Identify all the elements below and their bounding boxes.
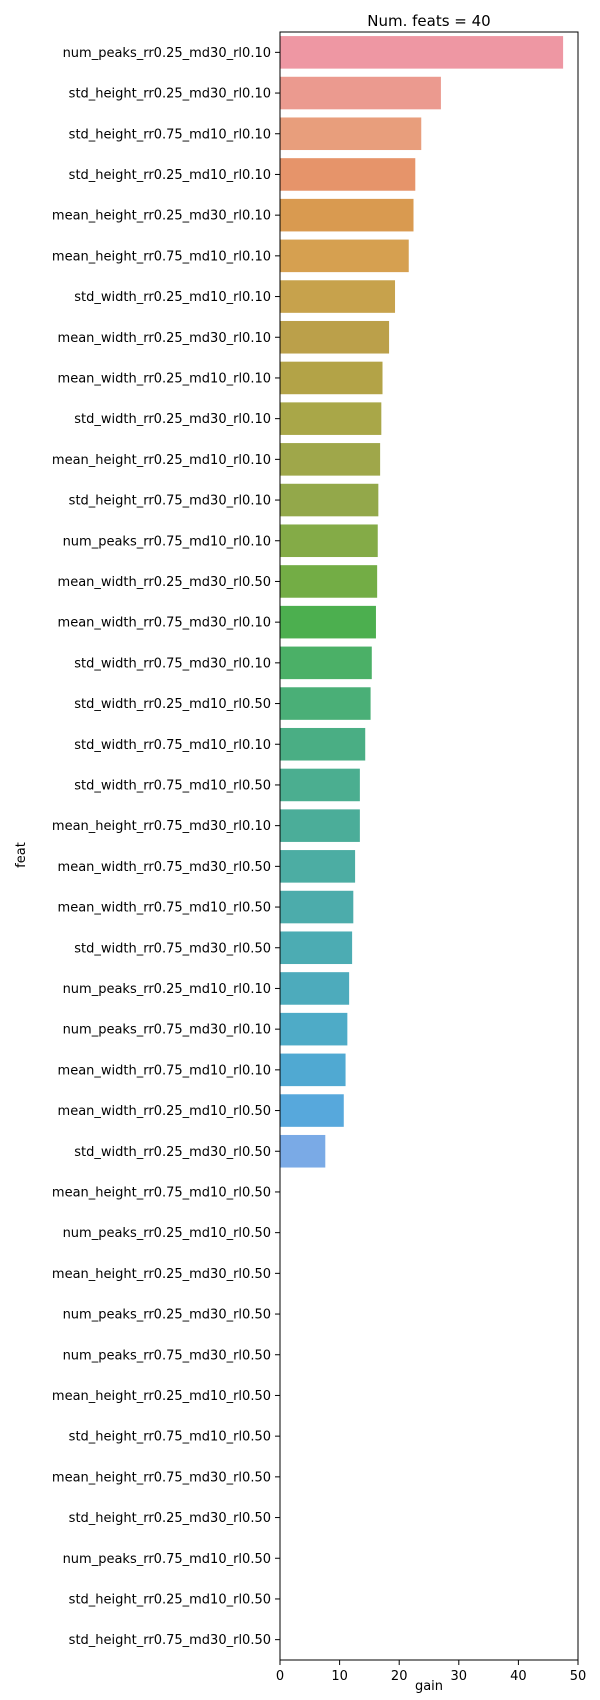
category-label: mean_height_rr0.75_md30_rl0.50 xyxy=(52,1470,271,1485)
category-label: num_peaks_rr0.75_md10_rl0.10 xyxy=(63,534,271,549)
bar xyxy=(280,117,422,151)
bar xyxy=(280,402,382,435)
category-label: num_peaks_rr0.75_md30_rl0.10 xyxy=(63,1023,271,1038)
category-label: std_width_rr0.75_md10_rl0.50 xyxy=(74,778,271,793)
category-label: num_peaks_rr0.75_md10_rl0.50 xyxy=(63,1552,271,1567)
category-label: mean_height_rr0.75_md30_rl0.10 xyxy=(52,819,271,834)
category-label: std_height_rr0.75_md10_rl0.50 xyxy=(69,1430,271,1445)
bar xyxy=(280,1134,326,1168)
bar xyxy=(280,646,372,680)
category-label: mean_height_rr0.75_md10_rl0.50 xyxy=(52,1185,271,1200)
x-tick-label: 50 xyxy=(570,1669,587,1684)
category-label: num_peaks_rr0.75_md30_rl0.50 xyxy=(63,1348,271,1363)
x-tick-label: 30 xyxy=(451,1669,468,1684)
bar xyxy=(280,687,371,720)
bar xyxy=(280,198,414,232)
category-label: std_height_rr0.75_md30_rl0.10 xyxy=(69,494,271,509)
category-label: mean_height_rr0.25_md10_rl0.10 xyxy=(52,453,271,468)
category-label: mean_width_rr0.25_md30_rl0.10 xyxy=(58,331,271,346)
bar xyxy=(280,1053,346,1087)
bar xyxy=(280,280,396,313)
category-label: mean_width_rr0.75_md30_rl0.10 xyxy=(58,616,271,631)
category-label: std_width_rr0.25_md10_rl0.10 xyxy=(74,290,271,305)
category-label: std_width_rr0.75_md30_rl0.10 xyxy=(74,656,271,671)
x-axis-title: gain xyxy=(415,1679,443,1694)
x-ticks-group: 0 10 20 30 40 50 xyxy=(276,1660,586,1684)
y-axis-title: feat xyxy=(14,842,29,868)
bar xyxy=(280,809,360,842)
bar xyxy=(280,1094,344,1127)
x-tick-label: 10 xyxy=(331,1669,348,1684)
bar xyxy=(280,972,350,1005)
bars-group xyxy=(280,36,564,1168)
bar xyxy=(280,1012,348,1046)
bar xyxy=(280,850,356,883)
bar xyxy=(280,768,360,802)
bar xyxy=(280,727,366,761)
category-label: mean_height_rr0.25_md10_rl0.50 xyxy=(52,1389,271,1404)
category-label: mean_height_rr0.75_md10_rl0.10 xyxy=(52,249,271,264)
bar xyxy=(280,605,376,639)
category-label: mean_width_rr0.75_md30_rl0.50 xyxy=(58,860,271,875)
category-label: std_height_rr0.25_md10_rl0.50 xyxy=(69,1592,271,1607)
category-label: num_peaks_rr0.25_md10_rl0.10 xyxy=(63,982,271,997)
category-label: num_peaks_rr0.25_md10_rl0.50 xyxy=(63,1226,271,1241)
chart-title: Num. feats = 40 xyxy=(367,12,490,30)
category-label: std_height_rr0.25_md10_rl0.10 xyxy=(69,168,271,183)
category-label: std_height_rr0.25_md30_rl0.10 xyxy=(69,87,271,102)
bar xyxy=(280,931,353,965)
bar xyxy=(280,239,409,273)
category-label: num_peaks_rr0.25_md30_rl0.10 xyxy=(63,46,271,61)
category-label: std_width_rr0.25_md30_rl0.10 xyxy=(74,412,271,427)
bar xyxy=(280,36,564,69)
category-label: std_width_rr0.75_md10_rl0.10 xyxy=(74,738,271,753)
category-label: std_width_rr0.25_md30_rl0.50 xyxy=(74,1145,271,1160)
x-tick-label: 0 xyxy=(276,1669,284,1684)
category-label: mean_width_rr0.25_md30_rl0.50 xyxy=(58,575,271,590)
bar xyxy=(280,524,378,558)
category-label: mean_width_rr0.75_md10_rl0.10 xyxy=(58,1063,271,1078)
category-label: std_width_rr0.75_md30_rl0.50 xyxy=(74,941,271,956)
category-label: std_width_rr0.25_md10_rl0.50 xyxy=(74,697,271,712)
bar xyxy=(280,890,354,924)
bar xyxy=(280,76,441,110)
category-label: mean_height_rr0.25_md30_rl0.10 xyxy=(52,209,271,224)
category-label: mean_width_rr0.25_md10_rl0.50 xyxy=(58,1104,271,1119)
bar xyxy=(280,158,416,191)
category-label: std_height_rr0.75_md30_rl0.50 xyxy=(69,1633,271,1648)
category-label: mean_height_rr0.25_md30_rl0.50 xyxy=(52,1267,271,1282)
category-label: num_peaks_rr0.25_md30_rl0.50 xyxy=(63,1308,271,1323)
category-label: mean_width_rr0.75_md10_rl0.50 xyxy=(58,901,271,916)
category-label: mean_width_rr0.25_md10_rl0.10 xyxy=(58,371,271,386)
bar xyxy=(280,565,378,598)
category-label: std_height_rr0.25_md30_rl0.50 xyxy=(69,1511,271,1526)
category-labels-group: num_peaks_rr0.25_md30_rl0.10 std_height_r… xyxy=(52,46,280,1648)
x-tick-label: 40 xyxy=(510,1669,527,1684)
x-tick-label: 20 xyxy=(391,1669,408,1684)
bar xyxy=(280,483,379,517)
bar xyxy=(280,443,381,476)
plot-frame xyxy=(279,31,579,1661)
category-label: std_height_rr0.75_md10_rl0.10 xyxy=(69,127,271,142)
bar xyxy=(280,320,390,354)
bar xyxy=(280,361,383,395)
